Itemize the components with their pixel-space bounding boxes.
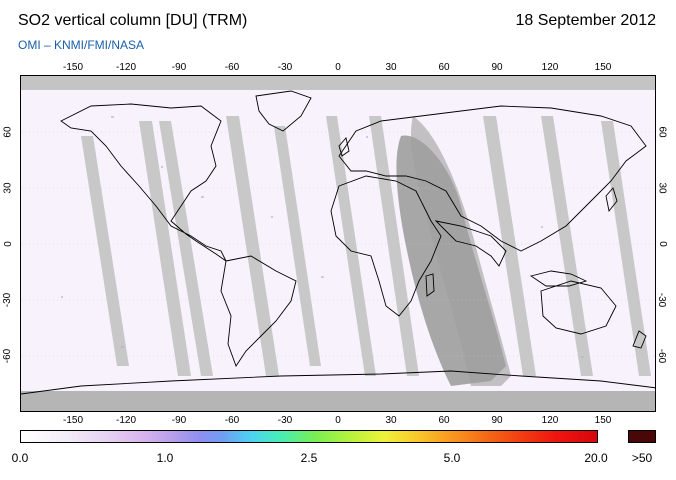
map-title: SO2 vertical column [DU] (TRM) [18, 12, 248, 29]
lon-tick-top: 30 [385, 62, 397, 73]
south-america-coast [220, 255, 297, 367]
orbit-gap-swath [139, 121, 191, 376]
lat-tick-left: -60 [2, 348, 14, 364]
scale-label: 20.0 [584, 451, 608, 465]
lon-tick-top: -30 [277, 62, 293, 73]
orbit-gap-swath [274, 126, 321, 366]
scale-label: 5.0 [443, 451, 461, 465]
lon-tick-top: -150 [62, 62, 84, 73]
overflow-label: >50 [631, 451, 653, 465]
lon-tick-bottom: 0 [335, 415, 341, 426]
so2-map [20, 75, 656, 412]
orbit-gap-swath [159, 121, 213, 376]
madagascar-coast [425, 273, 435, 297]
lon-tick-bottom: -150 [62, 415, 84, 426]
lon-tick-bottom: 120 [541, 415, 559, 426]
orbit-gap-swath [483, 116, 536, 376]
lon-tick-bottom: -30 [277, 415, 293, 426]
orbit-gap-swath [226, 116, 279, 376]
scale-label: 1.0 [156, 451, 174, 465]
japan-coast [605, 187, 618, 213]
lon-tick-bottom: 150 [594, 415, 612, 426]
australia-coast [540, 280, 617, 335]
lon-tick-top: 90 [491, 62, 503, 73]
lon-tick-top: -60 [224, 62, 240, 73]
lon-tick-bottom: -90 [171, 415, 187, 426]
north-polar-no-data [21, 76, 655, 90]
lon-tick-bottom: 60 [438, 415, 450, 426]
color-scale-bar [20, 430, 598, 443]
lon-tick-top: 150 [594, 62, 612, 73]
lon-tick-bottom: 90 [491, 415, 503, 426]
eurasia-coast [338, 105, 647, 252]
lon-tick-top: 120 [541, 62, 559, 73]
indonesia-coast [529, 270, 588, 287]
lat-tick-left: 30 [2, 182, 14, 194]
scale-label: 2.5 [300, 451, 318, 465]
orbit-gap-swath [81, 136, 129, 366]
orbit-gap-swath [601, 121, 651, 376]
lon-tick-top: 0 [335, 62, 341, 73]
south-polar-no-data [21, 391, 655, 411]
lon-tick-bottom: -60 [224, 415, 240, 426]
lon-tick-top: -90 [171, 62, 187, 73]
north-america-coast [60, 103, 227, 262]
lon-tick-bottom: 30 [385, 415, 397, 426]
map-date: 18 September 2012 [515, 12, 656, 29]
lat-tick-left: 0 [2, 241, 14, 247]
greenland-coast [255, 90, 312, 132]
new-zealand-coast [632, 330, 647, 349]
dark-region-core [411, 116, 511, 386]
lat-tick-right: 60 [656, 126, 668, 138]
orbit-gap-swath [326, 116, 376, 376]
south-asia-coast [434, 220, 507, 267]
overflow-swatch [628, 430, 656, 443]
world-map-svg [21, 76, 655, 411]
africa-coast [330, 175, 442, 317]
lat-tick-right: 0 [656, 241, 668, 247]
lat-tick-left: -30 [2, 292, 14, 308]
uk-coast [338, 137, 350, 157]
lat-tick-left: 60 [2, 126, 14, 138]
coastlines [21, 90, 655, 395]
scale-label: 0.0 [11, 451, 29, 465]
noise-pixels [61, 116, 584, 358]
orbit-gap-swath [369, 116, 419, 376]
lat-tick-right: 30 [656, 182, 668, 194]
lat-tick-right: -60 [656, 348, 668, 364]
lon-tick-bottom: -120 [115, 415, 137, 426]
orbit-gap-swath [541, 116, 593, 376]
orbit-gaps [81, 116, 651, 376]
data-credit: OMI – KNMI/FMI/NASA [18, 38, 145, 52]
lat-tick-right: -30 [656, 292, 668, 308]
antarctica-coast [21, 370, 655, 395]
lon-tick-top: -120 [115, 62, 137, 73]
lon-tick-top: 60 [438, 62, 450, 73]
